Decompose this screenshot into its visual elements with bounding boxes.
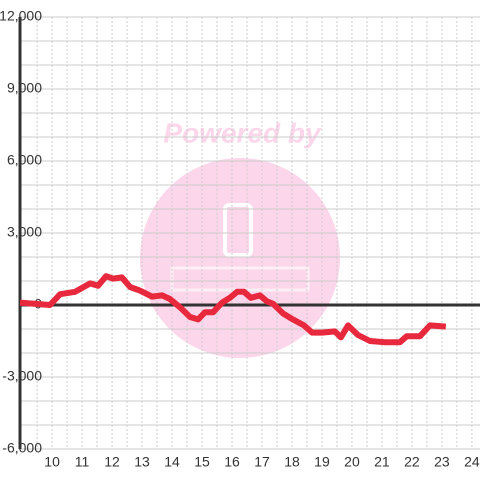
x-tick-label: 16 [224, 454, 240, 470]
x-tick-label: 19 [314, 454, 330, 470]
x-tick-label: 23 [434, 454, 450, 470]
y-tick-label: -6,000 [2, 440, 42, 456]
x-tick-label: 14 [164, 454, 180, 470]
x-tick-label: 22 [404, 454, 420, 470]
y-tick-label: -3,000 [2, 368, 42, 384]
x-tick-label: 11 [75, 454, 90, 470]
x-tick-label: 15 [194, 454, 210, 470]
x-tick-label: 21 [374, 454, 390, 470]
x-tick-label: 20 [344, 454, 360, 470]
watermark-circle [140, 158, 340, 358]
watermark-text: Powered by [163, 117, 322, 148]
y-tick-label: 9,000 [7, 80, 42, 96]
y-tick-label: 6,000 [7, 152, 42, 168]
series-line [19, 273, 447, 346]
x-tick-label: 18 [284, 454, 300, 470]
x-tick-label: 10 [44, 454, 60, 470]
y-tick-label: 12,000 [0, 8, 42, 24]
y-tick-label: 3,000 [7, 224, 42, 240]
x-tick-label: 24 [464, 454, 480, 470]
x-tick-label: 13 [134, 454, 150, 470]
x-tick-label: 17 [254, 454, 270, 470]
x-tick-label: 12 [104, 454, 120, 470]
watermark-logo [223, 203, 253, 257]
